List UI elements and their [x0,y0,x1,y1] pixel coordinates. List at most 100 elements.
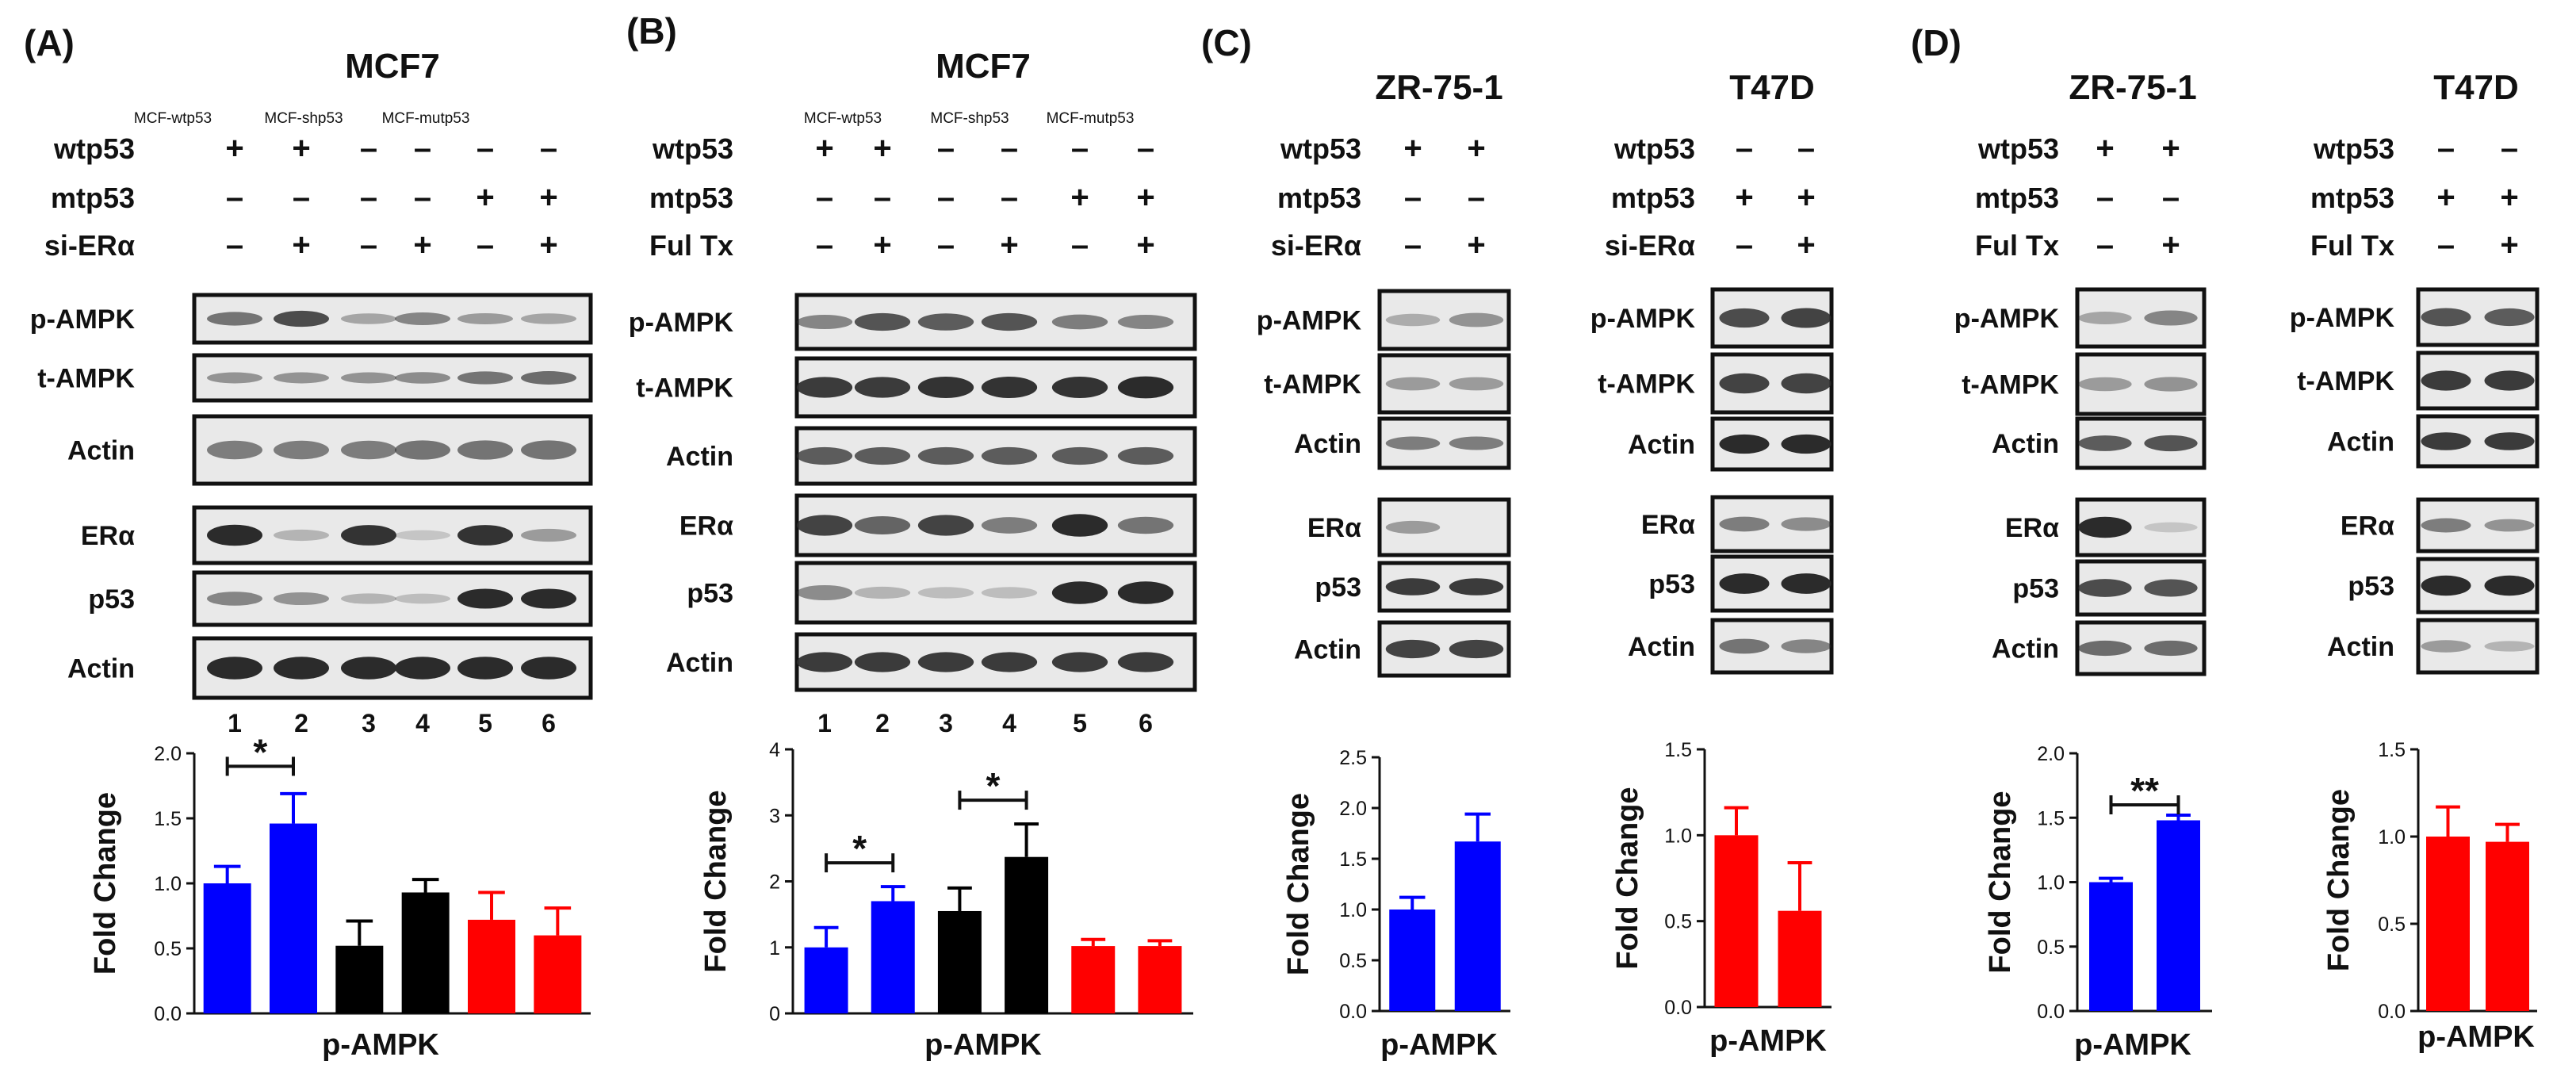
cell-label: MCF-shp53 [930,110,1009,127]
bar [468,919,515,1013]
condition-sign: + [539,180,557,215]
condition-sign: – [477,228,494,262]
blot-band [2484,575,2535,596]
condition-sign: + [292,131,310,166]
blot-row: p53 [2348,557,2540,615]
condition-label: Ful Tx [1975,229,2059,262]
cell-line-title: T47D [1729,68,1815,107]
cell-line-title: ZR-75-1 [2069,68,2196,107]
blot-band [207,372,262,384]
blot-band [917,446,974,465]
blot-band [2484,641,2535,652]
condition-sign: + [815,131,833,166]
blot-row: t-AMPK [1962,352,2207,416]
blot-label: Actin [1992,429,2059,459]
condition-sign: + [873,228,891,262]
blot-band [854,312,911,331]
chart-c-t47d: 0.0 0.5 1.0 1.5 Fold Change p-AMPK [1611,739,1832,1058]
condition-label: wtp53 [53,132,135,165]
blot-label: p53 [687,579,733,609]
lane-number: 1 [228,709,242,737]
panel-label: (D) [1911,22,1962,63]
condition-sign: + [2500,228,2518,262]
y-tick-label: 2.5 [1339,747,1367,769]
blot-row: Actin [2327,618,2540,675]
blot-band [521,371,576,385]
bar [401,892,450,1013]
blot-label: t-AMPK [2297,366,2394,396]
blot-band [917,587,974,599]
condition-label: wtp53 [1280,132,1361,165]
blot-band [1449,639,1504,659]
condition-sign: – [540,131,557,166]
blot-label: p-AMPK [1954,304,2060,334]
blot-row: t-AMPK [2297,350,2540,411]
blot-label: Actin [1992,634,2059,664]
blot-row: p53 [2012,559,2207,617]
blot-band [2144,522,2198,533]
blot-label: t-AMPK [1264,370,1361,400]
bar [937,910,982,1013]
blot-frame [1377,289,1511,351]
blot-band [1385,377,1441,391]
blot-band [1781,573,1832,594]
blot-band [207,657,262,680]
blot-band [2421,308,2471,327]
blot-band [1719,434,1770,454]
blot-band [1385,639,1441,659]
blot-row: p-AMPK [629,293,1197,351]
bar [203,883,251,1013]
lane-number: 6 [542,709,556,737]
condition-sign: – [1797,131,1815,166]
blot-band [796,314,853,330]
y-tick-label: 2.0 [154,743,182,765]
lane-number: 3 [939,709,953,737]
blot-frame [1377,497,1511,557]
chart-d-t47d: 0.0 0.5 1.0 1.5 Fold Change p-AMPK [2322,739,2537,1054]
blot-band [2078,377,2132,392]
y-tick-label: 1.0 [2037,872,2065,894]
blot-band [796,377,853,398]
condition-sign: + [1797,228,1815,262]
blot-band [1449,578,1504,596]
condition-sign: – [1404,180,1422,215]
condition-sign: – [1137,131,1154,166]
blot-band [1385,313,1441,327]
blot-row: Actin [1294,620,1511,678]
blot-row: Actin [1992,620,2207,676]
blot-label: p-AMPK [1257,306,1362,336]
blot-band [1781,639,1832,653]
condition-sign: – [1001,180,1018,215]
y-tick-label: 0.5 [154,938,182,960]
bar [1138,946,1182,1013]
y-tick-label: 1.5 [154,808,182,830]
blot-band [1051,446,1108,465]
cell-label: MCF-mutp53 [1047,110,1135,127]
lane-number: 4 [1002,709,1016,737]
blot-frame [1377,620,1511,678]
condition-sign: + [1403,131,1422,166]
blot-row: Actin [666,426,1197,486]
lane-number: 6 [1139,709,1153,737]
blot-label: Actin [1294,429,1361,459]
blot-panel: T47D wtp53 – – mtp53 + + Ful Tx – + p-AMPK t-AMPK Ac… [2290,68,2540,675]
condition-sign: + [873,131,891,166]
condition-sign: + [1136,228,1154,262]
blot-band [1117,581,1174,604]
blot-label: Actin [2327,632,2394,662]
blot-row: ERα [1641,495,1834,553]
condition-label: mtp53 [649,182,733,214]
blot-band [1719,308,1770,328]
condition-sign: – [937,228,955,262]
blot-label: Actin [1628,430,1695,460]
y-tick-label: 2.0 [1339,798,1367,820]
chart-b: 0 1 2 3 4 Fold Change p-AMPK * * [699,739,1193,1062]
condition-sign: + [2096,131,2114,166]
blot-band [1051,652,1108,672]
blot-label: ERα [2341,511,2394,542]
bar [2426,837,2470,1011]
y-tick-label: 2.0 [2037,743,2065,765]
x-axis-label: p-AMPK [924,1028,1042,1062]
blot-label: t-AMPK [37,364,135,394]
